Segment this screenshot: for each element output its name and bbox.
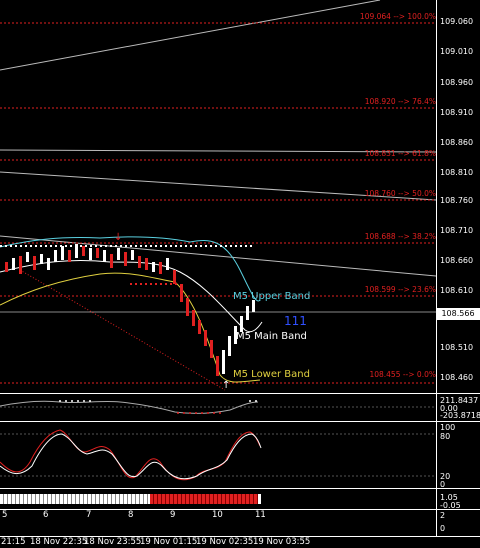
fib-label: 108.455 --> 0.0% xyxy=(369,370,436,379)
stochastic-plot xyxy=(0,429,436,481)
time-axis: 21:15 18 Nov 22:35 18 Nov 23:55 19 Nov 0… xyxy=(0,537,480,548)
price-tick: 108.960 xyxy=(440,78,474,87)
time-label: 21:15 xyxy=(1,537,26,547)
price-tick: 108.760 xyxy=(440,196,474,205)
price-tick: 109.060 xyxy=(440,17,474,26)
price-tick: 108.810 xyxy=(440,168,474,177)
hour-label: 6 xyxy=(43,510,49,520)
osc-axis-top: 211.8437 xyxy=(440,396,479,405)
price-tick: 108.610 xyxy=(440,286,474,295)
price-tick: 108.660 xyxy=(440,256,474,265)
oscillator-axis xyxy=(436,394,480,421)
time-label: 18 Nov 23:55 xyxy=(84,537,142,547)
stochastic-axis xyxy=(436,422,480,488)
hour-label: 5 xyxy=(2,510,8,520)
main-band-line xyxy=(0,259,263,333)
stoch-axis-80: 80 xyxy=(440,432,451,441)
price-tick: 108.910 xyxy=(440,108,474,117)
fib-label: 108.688 --> 38.2% xyxy=(364,232,436,241)
lower-band-line xyxy=(0,272,261,383)
osc-axis-bottom: -203.8718 xyxy=(440,411,480,420)
stoch-axis-20: 20 xyxy=(440,472,451,481)
stoch-axis-top: 100 xyxy=(440,423,456,432)
hour-label: 8 xyxy=(128,510,134,520)
price-tick: 108.460 xyxy=(440,373,474,382)
fib-label: 108.831 --> 61.8% xyxy=(364,149,436,158)
fib-label: 108.599 --> 23.6% xyxy=(364,285,436,294)
svg-text:↑: ↑ xyxy=(222,380,230,391)
pane-separator xyxy=(0,421,480,422)
upper-band-line xyxy=(0,236,261,302)
time-label: 18 Nov 22:35 xyxy=(30,537,88,547)
current-price-label: 108.566 xyxy=(436,308,480,320)
oscillator-plot xyxy=(0,400,436,414)
time-label: 19 Nov 02:35 xyxy=(196,537,254,547)
price-chart: ↓ ↑ xyxy=(0,0,436,391)
strip-axis-top: 1.05 xyxy=(440,493,458,502)
candles xyxy=(5,244,255,376)
strip-axis xyxy=(436,489,480,509)
svg-text:↓: ↓ xyxy=(114,232,122,243)
osc-axis-zero: 0.00 xyxy=(440,404,458,413)
price-axis xyxy=(436,0,480,393)
strip-axis-bottom: -0.05 xyxy=(440,501,461,510)
white-bar-end xyxy=(258,494,261,504)
pane-separator xyxy=(0,509,480,510)
main-chart-pane[interactable]: ↓ ↑ 109.064 --> 100.0% 108.920 --> 76.4%… xyxy=(0,0,436,393)
price-tick: 108.710 xyxy=(440,226,474,235)
hour-label: 7 xyxy=(86,510,92,520)
hour-label: 9 xyxy=(170,510,176,520)
fib-label: 108.760 --> 50.0% xyxy=(364,189,436,198)
time-label: 19 Nov 03:55 xyxy=(253,537,311,547)
stoch-axis-bottom: 0 xyxy=(440,480,446,489)
hour-pane-axis xyxy=(436,510,480,536)
hour-axis-bottom: 0 xyxy=(440,524,446,533)
stochastic-pane[interactable] xyxy=(0,422,436,488)
white-bar-segment xyxy=(0,494,150,504)
hour-axis-top: 2 xyxy=(440,511,446,520)
time-label: 19 Nov 01:15 xyxy=(140,537,198,547)
price-tick: 108.510 xyxy=(440,343,474,352)
fib-label: 108.920 --> 76.4% xyxy=(364,97,436,106)
marker-text: 111 xyxy=(284,314,307,328)
oscillator-pane[interactable] xyxy=(0,394,436,421)
lower-band-label: M5 Lower Band xyxy=(233,369,310,380)
upper-band-label: M5 Upper Band xyxy=(233,291,311,302)
hour-pane[interactable]: 5 6 7 8 9 10 11 xyxy=(0,510,436,536)
pane-separator xyxy=(0,393,480,394)
red-bar-segment xyxy=(150,494,258,504)
hour-label: 11 xyxy=(255,510,266,520)
main-band-label: M5 Main Band xyxy=(236,331,307,342)
price-tick: 109.010 xyxy=(440,47,474,56)
fib-label: 109.064 --> 100.0% xyxy=(359,12,436,21)
hour-label: 10 xyxy=(212,510,223,520)
histogram-strip-pane[interactable] xyxy=(0,489,436,509)
price-tick: 108.860 xyxy=(440,138,474,147)
pane-separator xyxy=(0,536,480,537)
pane-separator xyxy=(0,488,480,489)
